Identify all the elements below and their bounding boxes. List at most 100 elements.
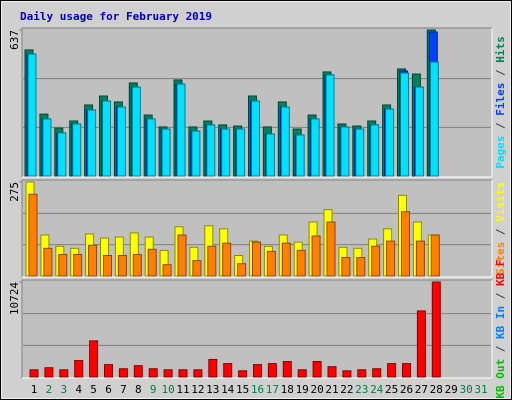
- bar: [266, 250, 276, 277]
- legend-separator: /: [494, 116, 507, 136]
- legend-separator: /: [494, 286, 507, 306]
- bar: [72, 123, 82, 177]
- bar: [28, 193, 38, 277]
- bar: [87, 109, 97, 177]
- bar: [341, 257, 351, 277]
- x-tick-label: 11: [176, 383, 189, 396]
- x-tick-label: 9: [150, 383, 157, 396]
- bar: [267, 363, 277, 378]
- bar: [295, 134, 305, 177]
- bar: [429, 61, 439, 177]
- legend-entry: KB In: [494, 306, 507, 339]
- y-tick-label: 275: [8, 182, 21, 202]
- x-tick-label: 20: [310, 383, 323, 396]
- bar: [357, 369, 367, 378]
- x-tick-label: 15: [236, 383, 249, 396]
- x-tick-label: 27: [415, 383, 428, 396]
- bar: [430, 234, 440, 277]
- bar: [193, 369, 203, 378]
- x-tick-label: 8: [135, 383, 142, 396]
- bar: [280, 106, 290, 177]
- bar: [147, 248, 157, 277]
- bar: [132, 253, 142, 277]
- bar: [281, 242, 291, 277]
- legend: KB Out / KB In / KB F: [494, 259, 507, 398]
- bar: [402, 363, 411, 378]
- legend: Pages / Files / Hits: [494, 36, 507, 169]
- x-tick-label: 29: [445, 383, 458, 396]
- bar: [386, 240, 396, 277]
- x-tick-label: 31: [474, 383, 487, 396]
- bar: [43, 247, 53, 277]
- bar: [236, 128, 246, 177]
- bar: [311, 235, 321, 277]
- bar: [88, 244, 98, 277]
- bar: [104, 364, 113, 378]
- bar: [431, 281, 441, 378]
- x-tick-label: 10: [161, 383, 174, 396]
- x-tick-label: 3: [60, 383, 67, 396]
- bar: [327, 366, 337, 378]
- bar: [342, 370, 352, 378]
- legend-entry: Visits: [494, 182, 507, 222]
- x-tick-label: 6: [105, 383, 112, 396]
- x-tick-label: 18: [281, 383, 294, 396]
- bar: [238, 370, 248, 378]
- bar: [148, 368, 158, 378]
- bar: [265, 133, 275, 177]
- bar: [297, 369, 307, 378]
- x-tick-label: 23: [355, 383, 368, 396]
- bar: [29, 369, 39, 378]
- bar: [253, 364, 262, 378]
- x-tick-label: 2: [46, 383, 53, 396]
- bar: [415, 240, 425, 277]
- bar: [89, 340, 99, 378]
- bar: [208, 358, 218, 378]
- bar: [371, 245, 381, 277]
- bar: [191, 130, 201, 177]
- bar: [161, 128, 171, 177]
- bar: [131, 86, 141, 177]
- bar: [192, 260, 202, 277]
- bar: [414, 86, 424, 177]
- bar: [74, 359, 84, 378]
- bar: [207, 245, 217, 277]
- x-tick-label: 5: [90, 383, 97, 396]
- bar: [370, 124, 380, 177]
- legend-separator: /: [494, 63, 507, 83]
- bar: [326, 221, 336, 277]
- bar: [223, 363, 233, 378]
- bar: [116, 106, 126, 177]
- bar: [73, 253, 83, 277]
- x-tick-label: 4: [75, 383, 82, 396]
- bar: [252, 241, 261, 277]
- x-tick-label: 24: [370, 383, 384, 396]
- x-tick-label: 25: [385, 383, 398, 396]
- bar: [310, 118, 320, 177]
- bar: [133, 365, 143, 378]
- bar: [251, 100, 260, 177]
- x-tick-label: 12: [191, 383, 204, 396]
- bar: [221, 128, 231, 177]
- x-tick-label: 14: [221, 383, 235, 396]
- x-tick-label: 28: [430, 383, 443, 396]
- bar: [118, 368, 128, 378]
- x-tick-label: 16: [251, 383, 264, 396]
- x-tick-label: 1: [31, 383, 38, 396]
- legend-entry: Sites: [494, 242, 507, 275]
- bar: [325, 74, 335, 177]
- bar: [296, 249, 306, 277]
- bar: [176, 83, 186, 177]
- y-tick-label: 10724: [8, 282, 21, 315]
- legend-entry: Hits: [494, 36, 507, 63]
- bar: [222, 242, 232, 277]
- bar: [177, 234, 187, 277]
- bar: [163, 369, 173, 378]
- legend-separator: /: [494, 222, 507, 242]
- bar: [117, 254, 127, 277]
- bar: [237, 263, 247, 277]
- x-tick-label: 26: [400, 383, 413, 396]
- panel: [21, 279, 493, 379]
- bar: [58, 253, 68, 277]
